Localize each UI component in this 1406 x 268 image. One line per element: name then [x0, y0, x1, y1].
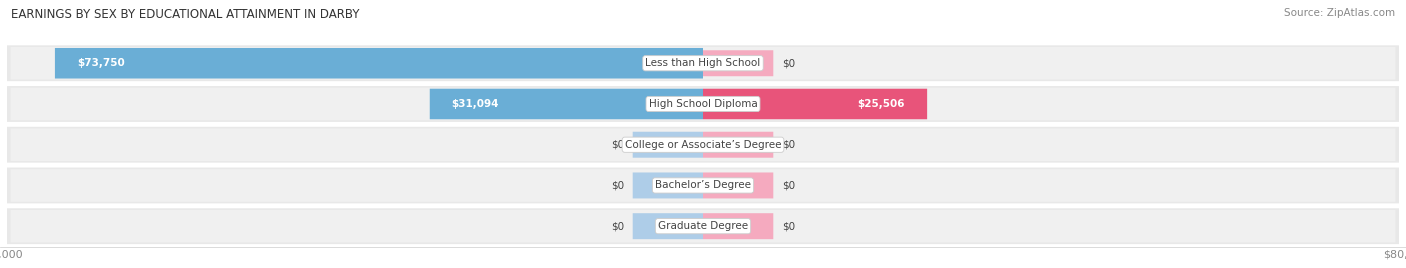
FancyBboxPatch shape: [633, 213, 703, 239]
FancyBboxPatch shape: [703, 173, 773, 198]
FancyBboxPatch shape: [7, 45, 1399, 81]
Text: Bachelor’s Degree: Bachelor’s Degree: [655, 180, 751, 191]
FancyBboxPatch shape: [10, 47, 1395, 80]
Text: $31,094: $31,094: [451, 99, 499, 109]
Text: $0: $0: [610, 140, 624, 150]
FancyBboxPatch shape: [10, 169, 1395, 202]
FancyBboxPatch shape: [430, 89, 703, 119]
Text: $0: $0: [610, 180, 624, 191]
Text: $73,750: $73,750: [77, 58, 125, 68]
Text: $0: $0: [782, 58, 796, 68]
Text: Less than High School: Less than High School: [645, 58, 761, 68]
FancyBboxPatch shape: [633, 173, 703, 198]
FancyBboxPatch shape: [55, 48, 703, 79]
FancyBboxPatch shape: [10, 128, 1395, 161]
FancyBboxPatch shape: [633, 132, 703, 158]
Text: $0: $0: [610, 221, 624, 231]
FancyBboxPatch shape: [7, 168, 1399, 203]
FancyBboxPatch shape: [10, 210, 1395, 243]
Text: High School Diploma: High School Diploma: [648, 99, 758, 109]
Text: $0: $0: [782, 221, 796, 231]
FancyBboxPatch shape: [703, 132, 773, 158]
Text: $25,506: $25,506: [858, 99, 905, 109]
FancyBboxPatch shape: [7, 86, 1399, 122]
FancyBboxPatch shape: [703, 89, 927, 119]
Text: College or Associate’s Degree: College or Associate’s Degree: [624, 140, 782, 150]
FancyBboxPatch shape: [10, 88, 1395, 120]
Text: Source: ZipAtlas.com: Source: ZipAtlas.com: [1284, 8, 1395, 18]
Text: $0: $0: [782, 140, 796, 150]
FancyBboxPatch shape: [7, 208, 1399, 244]
Text: $0: $0: [782, 180, 796, 191]
FancyBboxPatch shape: [703, 213, 773, 239]
FancyBboxPatch shape: [7, 127, 1399, 163]
FancyBboxPatch shape: [703, 50, 773, 76]
Text: EARNINGS BY SEX BY EDUCATIONAL ATTAINMENT IN DARBY: EARNINGS BY SEX BY EDUCATIONAL ATTAINMEN…: [11, 8, 360, 21]
Text: Graduate Degree: Graduate Degree: [658, 221, 748, 231]
